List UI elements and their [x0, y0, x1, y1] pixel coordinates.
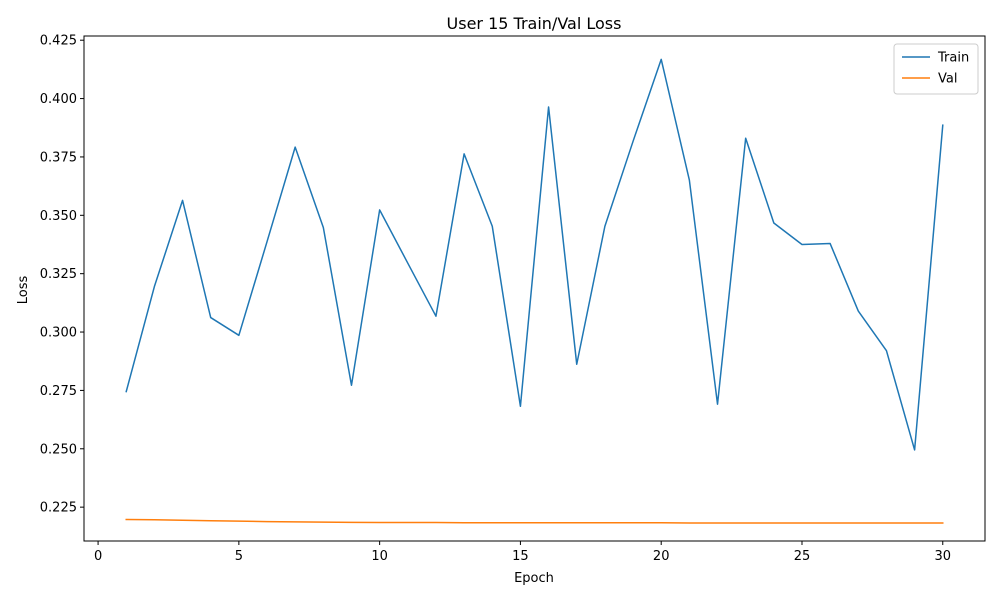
y-tick-label: 0.425	[40, 34, 77, 49]
x-tick-label: 0	[94, 549, 102, 564]
y-axis-label: Loss	[16, 276, 31, 305]
y-tick-label: 0.350	[40, 209, 77, 224]
y-tick-label: 0.325	[40, 267, 77, 282]
series-line-train	[125, 58, 944, 451]
legend: Train Val	[893, 43, 979, 95]
y-tick-label: 0.225	[40, 501, 77, 516]
y-tick-label: 0.275	[40, 384, 77, 399]
plot-area	[83, 35, 986, 542]
x-tick-label: 30	[934, 549, 951, 564]
chart-title: User 15 Train/Val Loss	[447, 14, 622, 33]
y-tick-label: 0.250	[40, 442, 77, 457]
x-axis-label: Epoch	[514, 571, 554, 586]
y-tick-label: 0.300	[40, 326, 77, 341]
x-tick-label: 5	[235, 549, 243, 564]
series-line-val	[125, 518, 944, 524]
legend-label-train: Train	[937, 51, 969, 66]
y-tick-label: 0.400	[40, 92, 77, 107]
y-tick-label: 0.375	[40, 150, 77, 165]
y-axis: 0.225 0.250 0.275 0.300 0.325 0.350 0.375 0.400…	[40, 34, 84, 516]
x-tick-label: 15	[512, 549, 529, 564]
x-tick-label: 20	[653, 549, 670, 564]
legend-label-val: Val	[938, 72, 957, 87]
plot-frame	[83, 35, 986, 542]
x-tick-label: 25	[794, 549, 811, 564]
x-tick-label: 10	[371, 549, 388, 564]
x-axis: 0 5 10 15 20 25 30	[94, 541, 951, 564]
